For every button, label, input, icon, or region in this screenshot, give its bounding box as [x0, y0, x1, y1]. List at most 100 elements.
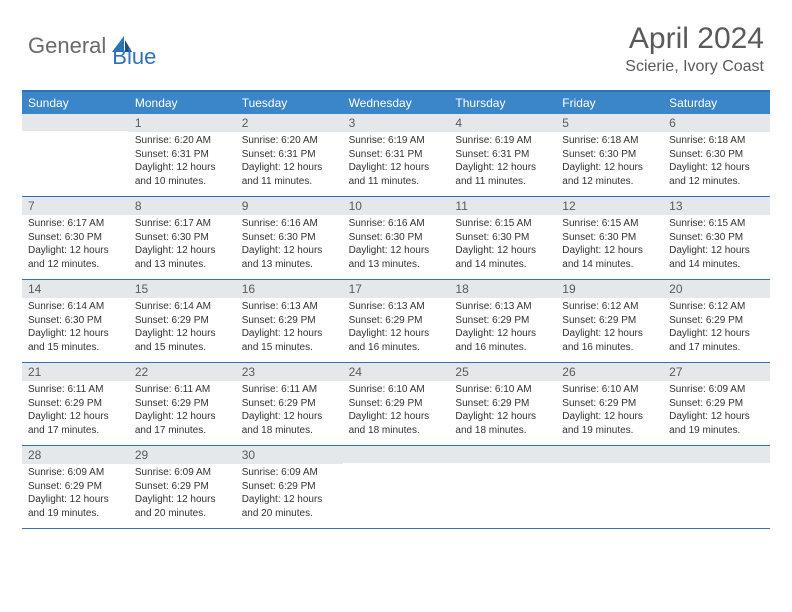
day-of-week-row: Sunday Monday Tuesday Wednesday Thursday…	[22, 92, 770, 114]
day-cell: 10Sunrise: 6:16 AMSunset: 6:30 PMDayligh…	[343, 197, 450, 279]
day-ss: Sunset: 6:31 PM	[242, 148, 337, 162]
day-dl2: and 11 minutes.	[349, 175, 444, 189]
day-dl2: and 17 minutes.	[669, 341, 764, 355]
day-details: Sunrise: 6:13 AMSunset: 6:29 PMDaylight:…	[236, 298, 343, 358]
day-details: Sunrise: 6:11 AMSunset: 6:29 PMDaylight:…	[129, 381, 236, 441]
day-details: Sunrise: 6:13 AMSunset: 6:29 PMDaylight:…	[343, 298, 450, 358]
day-dl2: and 13 minutes.	[135, 258, 230, 272]
day-details: Sunrise: 6:15 AMSunset: 6:30 PMDaylight:…	[449, 215, 556, 275]
day-dl2: and 18 minutes.	[349, 424, 444, 438]
day-cell: 5Sunrise: 6:18 AMSunset: 6:30 PMDaylight…	[556, 114, 663, 196]
day-dl1: Daylight: 12 hours	[562, 244, 657, 258]
day-details: Sunrise: 6:18 AMSunset: 6:30 PMDaylight:…	[663, 132, 770, 192]
day-dl1: Daylight: 12 hours	[562, 161, 657, 175]
day-dl1: Daylight: 12 hours	[669, 410, 764, 424]
day-cell: 16Sunrise: 6:13 AMSunset: 6:29 PMDayligh…	[236, 280, 343, 362]
day-number: 24	[343, 363, 450, 381]
day-dl2: and 14 minutes.	[669, 258, 764, 272]
dow-friday: Friday	[556, 92, 663, 114]
day-details: Sunrise: 6:11 AMSunset: 6:29 PMDaylight:…	[22, 381, 129, 441]
day-cell: 7Sunrise: 6:17 AMSunset: 6:30 PMDaylight…	[22, 197, 129, 279]
day-sr: Sunrise: 6:15 AM	[669, 217, 764, 231]
day-dl2: and 16 minutes.	[562, 341, 657, 355]
day-dl1: Daylight: 12 hours	[455, 410, 550, 424]
day-dl1: Daylight: 12 hours	[28, 493, 123, 507]
day-ss: Sunset: 6:31 PM	[349, 148, 444, 162]
day-cell	[556, 446, 663, 528]
day-sr: Sunrise: 6:09 AM	[669, 383, 764, 397]
day-ss: Sunset: 6:29 PM	[669, 397, 764, 411]
week-row: 14Sunrise: 6:14 AMSunset: 6:30 PMDayligh…	[22, 280, 770, 363]
day-cell	[663, 446, 770, 528]
day-details: Sunrise: 6:12 AMSunset: 6:29 PMDaylight:…	[556, 298, 663, 358]
day-details: Sunrise: 6:20 AMSunset: 6:31 PMDaylight:…	[236, 132, 343, 192]
day-sr: Sunrise: 6:13 AM	[242, 300, 337, 314]
day-sr: Sunrise: 6:11 AM	[135, 383, 230, 397]
day-sr: Sunrise: 6:18 AM	[669, 134, 764, 148]
day-details: Sunrise: 6:09 AMSunset: 6:29 PMDaylight:…	[663, 381, 770, 441]
day-sr: Sunrise: 6:18 AM	[562, 134, 657, 148]
day-sr: Sunrise: 6:16 AM	[242, 217, 337, 231]
location-label: Scierie, Ivory Coast	[625, 58, 764, 76]
day-ss: Sunset: 6:29 PM	[135, 397, 230, 411]
day-number: 3	[343, 114, 450, 132]
day-dl2: and 16 minutes.	[349, 341, 444, 355]
day-dl1: Daylight: 12 hours	[562, 327, 657, 341]
day-sr: Sunrise: 6:09 AM	[28, 466, 123, 480]
day-cell: 8Sunrise: 6:17 AMSunset: 6:30 PMDaylight…	[129, 197, 236, 279]
day-dl2: and 18 minutes.	[242, 424, 337, 438]
day-sr: Sunrise: 6:19 AM	[455, 134, 550, 148]
day-dl2: and 15 minutes.	[28, 341, 123, 355]
title-block: April 2024 Scierie, Ivory Coast	[625, 22, 764, 76]
day-number: 2	[236, 114, 343, 132]
day-dl2: and 13 minutes.	[349, 258, 444, 272]
day-sr: Sunrise: 6:13 AM	[349, 300, 444, 314]
day-cell: 13Sunrise: 6:15 AMSunset: 6:30 PMDayligh…	[663, 197, 770, 279]
day-dl1: Daylight: 12 hours	[349, 161, 444, 175]
day-details: Sunrise: 6:14 AMSunset: 6:30 PMDaylight:…	[22, 298, 129, 358]
day-cell: 26Sunrise: 6:10 AMSunset: 6:29 PMDayligh…	[556, 363, 663, 445]
dow-sunday: Sunday	[22, 92, 129, 114]
day-dl1: Daylight: 12 hours	[669, 161, 764, 175]
day-number: 15	[129, 280, 236, 298]
dow-tuesday: Tuesday	[236, 92, 343, 114]
day-cell: 17Sunrise: 6:13 AMSunset: 6:29 PMDayligh…	[343, 280, 450, 362]
day-cell: 14Sunrise: 6:14 AMSunset: 6:30 PMDayligh…	[22, 280, 129, 362]
day-ss: Sunset: 6:30 PM	[562, 148, 657, 162]
day-ss: Sunset: 6:30 PM	[455, 231, 550, 245]
day-number: 4	[449, 114, 556, 132]
day-dl1: Daylight: 12 hours	[455, 161, 550, 175]
day-dl2: and 12 minutes.	[669, 175, 764, 189]
day-number: 20	[663, 280, 770, 298]
day-dl1: Daylight: 12 hours	[349, 244, 444, 258]
day-number: 10	[343, 197, 450, 215]
day-dl1: Daylight: 12 hours	[135, 493, 230, 507]
day-number	[449, 446, 556, 463]
day-details: Sunrise: 6:09 AMSunset: 6:29 PMDaylight:…	[236, 464, 343, 524]
dow-monday: Monday	[129, 92, 236, 114]
day-details: Sunrise: 6:16 AMSunset: 6:30 PMDaylight:…	[343, 215, 450, 275]
day-dl2: and 17 minutes.	[135, 424, 230, 438]
day-cell: 6Sunrise: 6:18 AMSunset: 6:30 PMDaylight…	[663, 114, 770, 196]
day-sr: Sunrise: 6:20 AM	[242, 134, 337, 148]
day-ss: Sunset: 6:29 PM	[135, 314, 230, 328]
dow-saturday: Saturday	[663, 92, 770, 114]
day-cell	[343, 446, 450, 528]
day-ss: Sunset: 6:29 PM	[242, 480, 337, 494]
day-cell: 12Sunrise: 6:15 AMSunset: 6:30 PMDayligh…	[556, 197, 663, 279]
day-details: Sunrise: 6:10 AMSunset: 6:29 PMDaylight:…	[556, 381, 663, 441]
day-ss: Sunset: 6:29 PM	[669, 314, 764, 328]
day-number: 21	[22, 363, 129, 381]
day-dl2: and 20 minutes.	[135, 507, 230, 521]
day-number: 1	[129, 114, 236, 132]
day-dl2: and 16 minutes.	[455, 341, 550, 355]
day-cell: 4Sunrise: 6:19 AMSunset: 6:31 PMDaylight…	[449, 114, 556, 196]
day-dl2: and 19 minutes.	[562, 424, 657, 438]
day-number: 17	[343, 280, 450, 298]
day-number: 26	[556, 363, 663, 381]
day-cell: 23Sunrise: 6:11 AMSunset: 6:29 PMDayligh…	[236, 363, 343, 445]
day-dl2: and 12 minutes.	[562, 175, 657, 189]
day-ss: Sunset: 6:30 PM	[562, 231, 657, 245]
day-cell: 1Sunrise: 6:20 AMSunset: 6:31 PMDaylight…	[129, 114, 236, 196]
day-details: Sunrise: 6:20 AMSunset: 6:31 PMDaylight:…	[129, 132, 236, 192]
